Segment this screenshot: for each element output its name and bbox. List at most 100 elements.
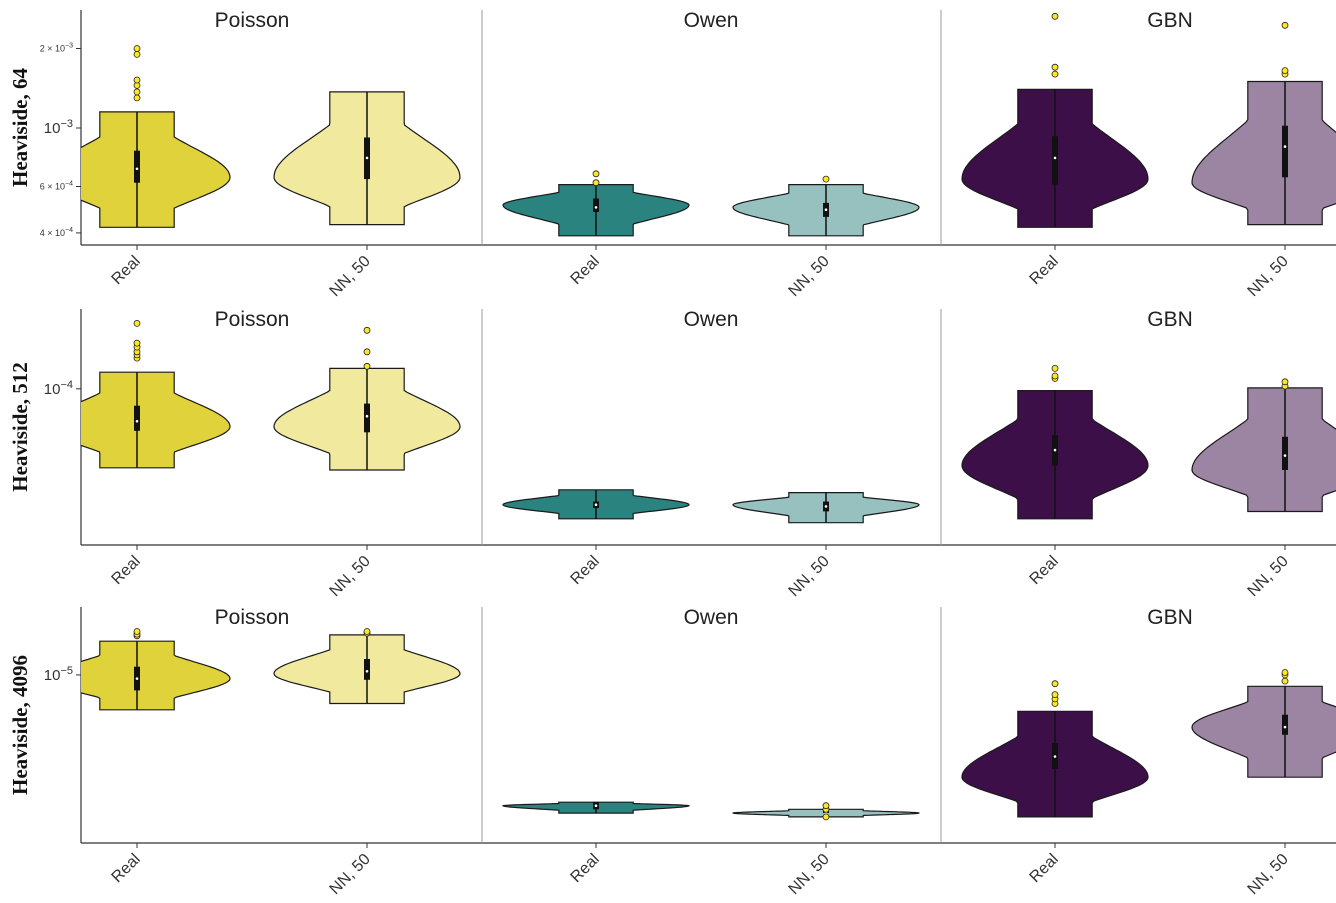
outlier-point bbox=[1051, 12, 1059, 20]
panel-gbn: GBN Real NN, 50 bbox=[961, 9, 1336, 300]
x-tick-label: NN, 50 bbox=[327, 851, 374, 898]
panel-title: Owen bbox=[684, 9, 739, 32]
panel-title: Owen bbox=[684, 606, 739, 629]
outlier-point bbox=[363, 628, 371, 635]
violin-group bbox=[961, 669, 1336, 818]
x-tick-label: Real bbox=[109, 851, 144, 886]
outlier-point bbox=[133, 339, 141, 347]
panel-title: Poisson bbox=[215, 606, 290, 629]
y-tick-base: 10 bbox=[44, 667, 61, 684]
violin-group bbox=[502, 489, 920, 524]
outlier-point bbox=[822, 175, 830, 183]
violin-gbn-nn50 bbox=[1191, 387, 1336, 513]
outlier-point bbox=[592, 179, 600, 187]
y-tick-exponent: −3 bbox=[65, 43, 73, 50]
iqr-box bbox=[1282, 714, 1288, 735]
panel-title: GBN bbox=[1147, 308, 1193, 331]
panel-poisson: Poisson Real NN, 50 bbox=[81, 9, 461, 300]
median-point bbox=[365, 414, 369, 418]
outlier-point bbox=[133, 319, 141, 327]
y-tick-exponent: −4 bbox=[60, 379, 73, 391]
outlier-point bbox=[1051, 364, 1059, 372]
outlier-point bbox=[1051, 63, 1059, 71]
x-tick-label: NN, 50 bbox=[327, 553, 374, 600]
iqr-box bbox=[364, 403, 370, 433]
outlier-point bbox=[822, 802, 830, 810]
outlier-point bbox=[363, 326, 371, 334]
y-tick-label: 10−5 bbox=[44, 665, 73, 684]
y-tick-exponent: −5 bbox=[60, 665, 73, 677]
median-point bbox=[594, 503, 598, 507]
median-point bbox=[135, 167, 139, 171]
median-point bbox=[594, 804, 598, 807]
violin-gbn-nn50 bbox=[1191, 80, 1336, 226]
median-point bbox=[1283, 454, 1287, 457]
violin-group bbox=[961, 364, 1336, 520]
median-point bbox=[365, 156, 369, 160]
facet-row-3: Heaviside, 4096 10−5 Poisson Real NN, 50 Owen… bbox=[8, 606, 1336, 898]
median-point bbox=[135, 420, 139, 423]
x-tick-label: Real bbox=[1027, 253, 1062, 288]
row-label: Heaviside, 512 bbox=[8, 362, 32, 492]
y-tick-label: 10−3 bbox=[44, 118, 73, 137]
iqr-box bbox=[134, 150, 140, 183]
iqr-box bbox=[1282, 125, 1288, 178]
outlier-point bbox=[1281, 378, 1289, 386]
violin-group bbox=[81, 319, 461, 471]
outlier-point bbox=[363, 362, 371, 370]
y-tick-base: 10 bbox=[44, 381, 61, 398]
median-point bbox=[365, 670, 369, 673]
median-point bbox=[1053, 156, 1057, 160]
x-tick-label: NN, 50 bbox=[1245, 253, 1292, 300]
x-tick-label: NN, 50 bbox=[786, 253, 833, 300]
iqr-box bbox=[593, 198, 599, 212]
y-tick-exponent: −4 bbox=[65, 181, 73, 188]
panel-gbn: GBN Real NN, 50 bbox=[961, 308, 1336, 600]
median-point bbox=[824, 208, 828, 211]
median-point bbox=[135, 677, 139, 680]
panel-title: GBN bbox=[1147, 606, 1193, 629]
x-tick-label: NN, 50 bbox=[786, 553, 833, 600]
median-point bbox=[1053, 448, 1057, 452]
median-point bbox=[1283, 725, 1287, 729]
median-point bbox=[1283, 145, 1287, 148]
panel-owen: Owen Real NN, 50 bbox=[502, 9, 920, 300]
y-tick-label: 10−4 bbox=[44, 379, 73, 398]
outlier-point bbox=[1051, 680, 1059, 688]
x-tick-label: Real bbox=[1027, 553, 1062, 588]
x-tick-label: Real bbox=[568, 851, 603, 886]
outlier-point bbox=[1281, 67, 1289, 74]
outlier-point bbox=[133, 51, 141, 58]
y-tick-label: 4 × 10−4 bbox=[40, 227, 73, 238]
x-tick-label: NN, 50 bbox=[786, 851, 833, 898]
panel-title: GBN bbox=[1147, 9, 1193, 32]
outlier-point bbox=[133, 94, 141, 102]
facet-row-1: Heaviside, 644 × 10−46 × 10−410−32 × 10−… bbox=[8, 9, 1336, 300]
outlier-point bbox=[133, 76, 141, 84]
outlier-point bbox=[1051, 70, 1059, 78]
x-tick-label: Real bbox=[1027, 851, 1062, 886]
outlier-point bbox=[133, 628, 141, 635]
outlier-point bbox=[133, 88, 141, 96]
panel-title: Poisson bbox=[215, 9, 290, 32]
row-label: Heaviside, 4096 bbox=[8, 655, 32, 795]
median-point bbox=[824, 505, 828, 508]
y-tick-base: 2 × 10 bbox=[40, 44, 65, 54]
x-tick-label: Real bbox=[568, 553, 603, 588]
x-tick-label: NN, 50 bbox=[1245, 851, 1292, 898]
outlier-point bbox=[1281, 669, 1289, 676]
median-point bbox=[1053, 755, 1057, 758]
x-tick-label: Real bbox=[109, 253, 144, 288]
y-tick-exponent: −3 bbox=[60, 118, 73, 130]
outlier-point bbox=[1051, 691, 1059, 698]
facet-row-2: Heaviside, 512 10−4 Poisson Real NN, 50 Owen R… bbox=[8, 308, 1336, 600]
y-tick-base: 10 bbox=[44, 120, 61, 137]
x-tick-label: Real bbox=[109, 553, 144, 588]
panel-title: Owen bbox=[684, 308, 739, 331]
y-tick-base: 4 × 10 bbox=[40, 228, 65, 238]
outlier-point bbox=[363, 348, 371, 356]
panel-gbn: GBN Real NN, 50 bbox=[961, 606, 1336, 898]
violin-group bbox=[961, 12, 1336, 228]
row-label: Heaviside, 64 bbox=[8, 68, 32, 187]
